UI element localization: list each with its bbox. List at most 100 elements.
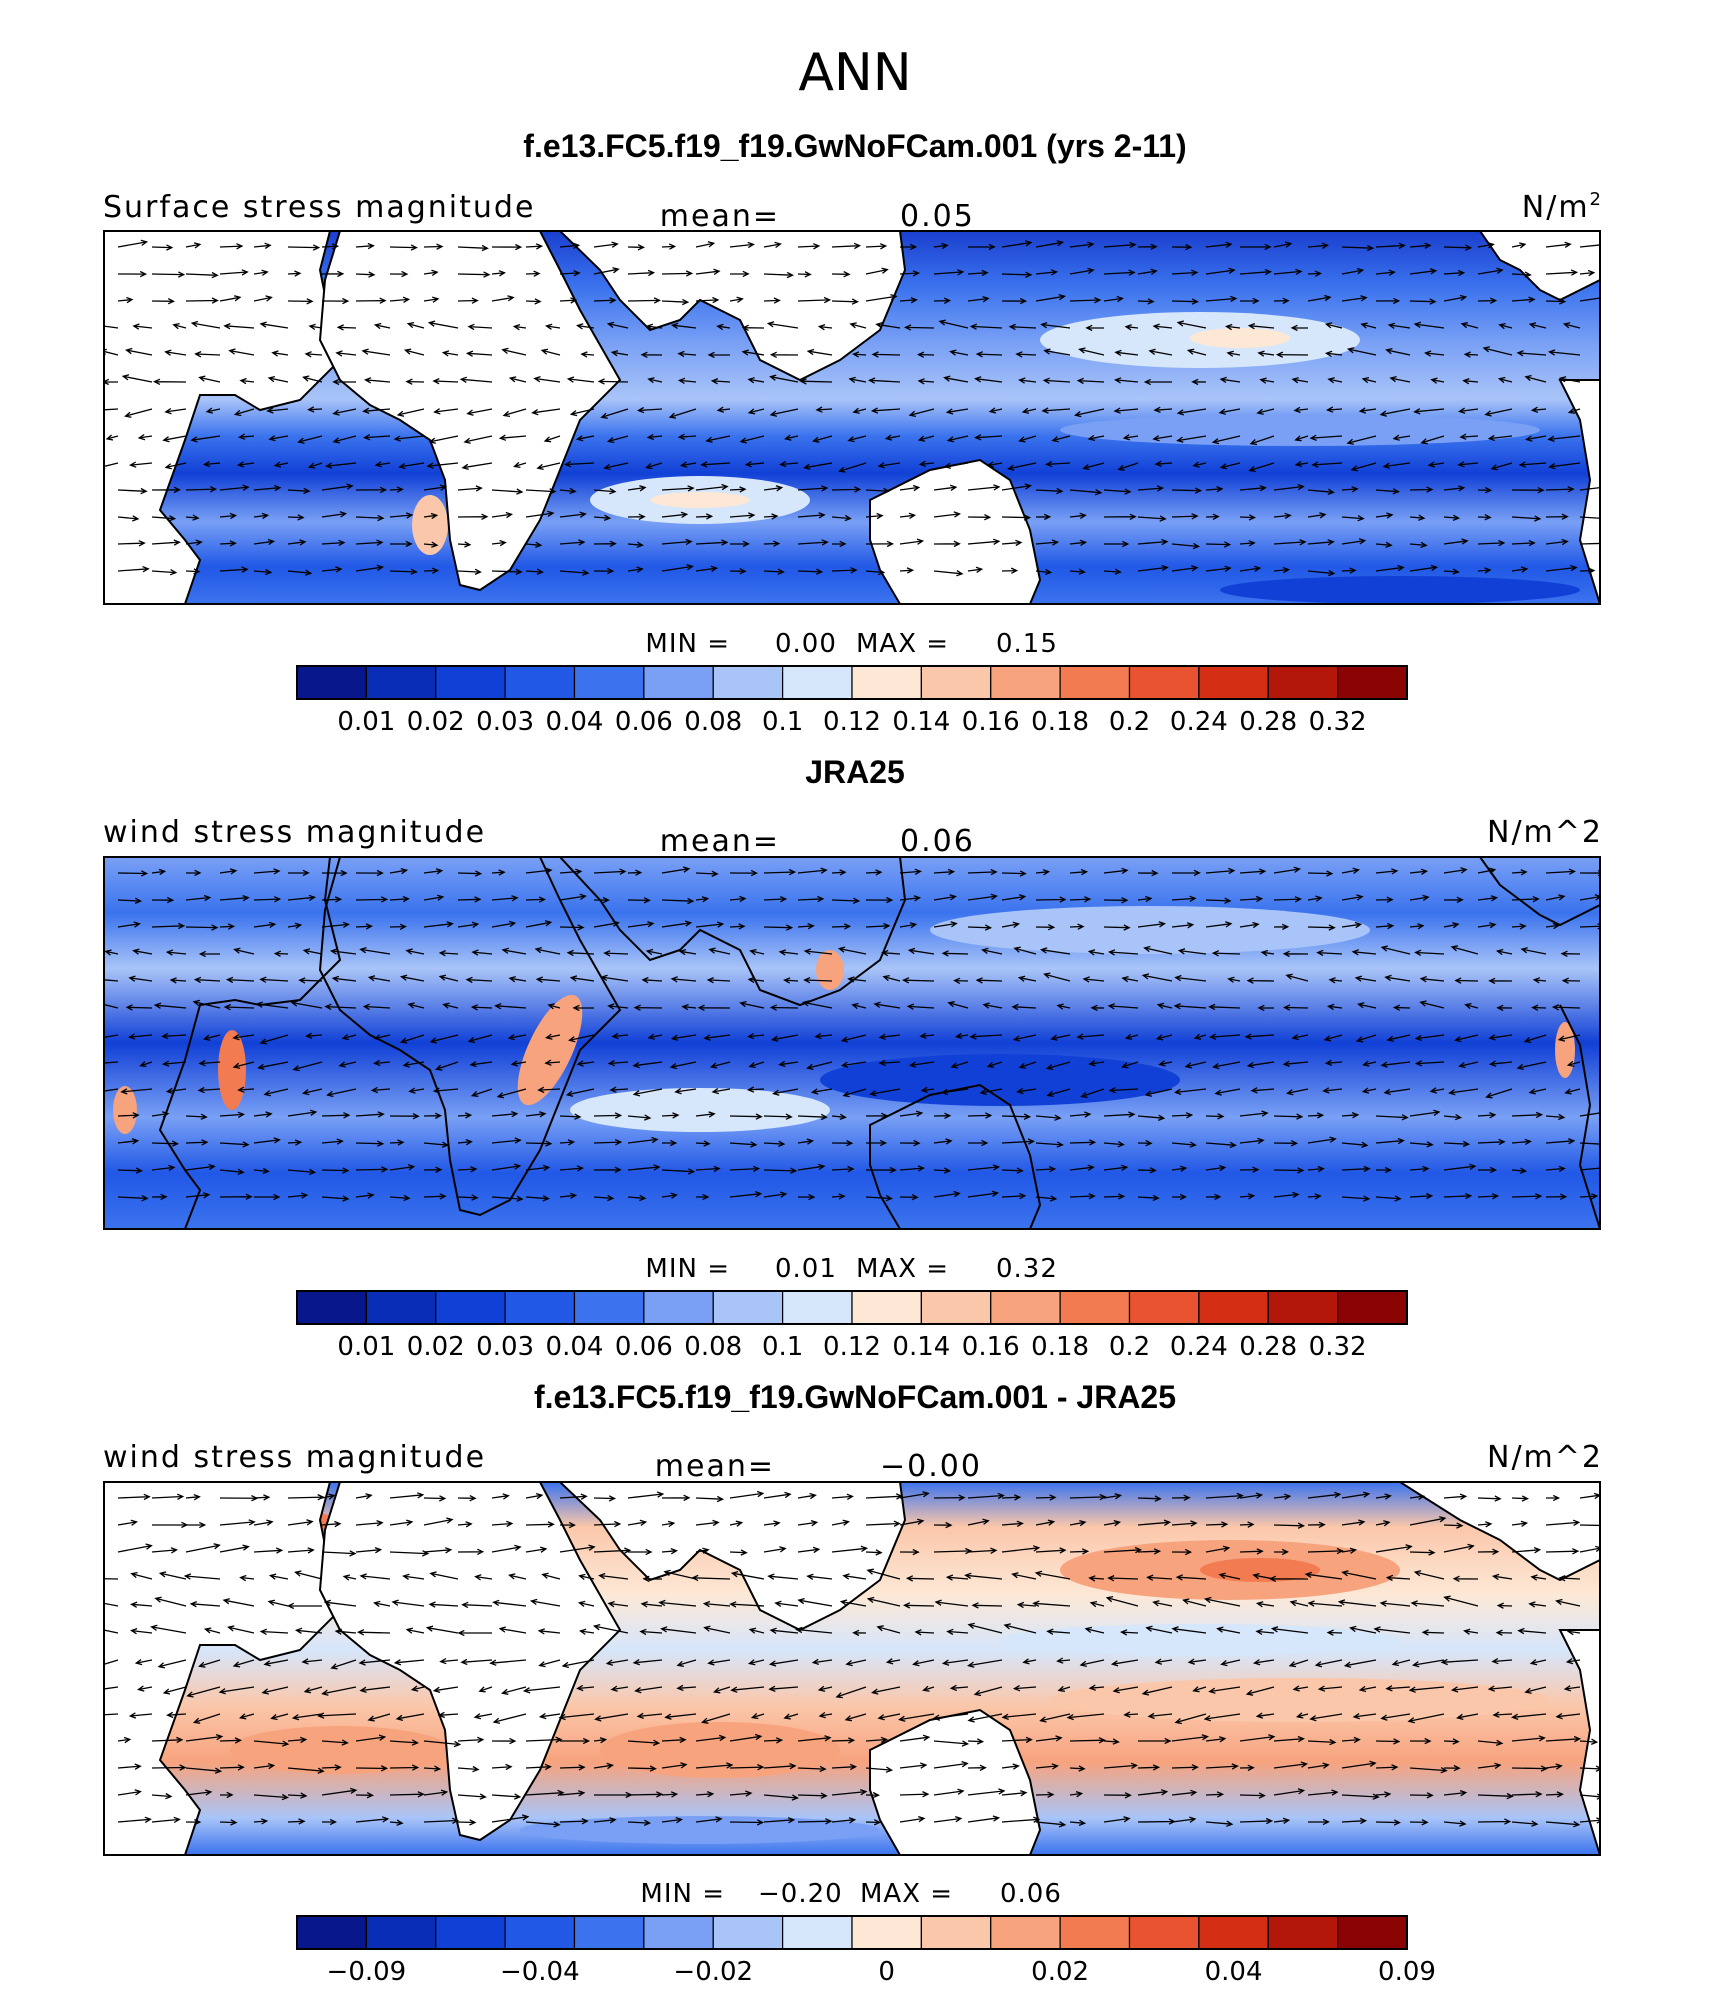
- stress-vector-arrow: [1545, 298, 1567, 305]
- stress-vector-arrow: [600, 974, 629, 982]
- colorbar-box: [851, 1290, 922, 1325]
- stress-vector-arrow: [1511, 1791, 1543, 1798]
- stress-vector-arrow: [1001, 894, 1027, 901]
- stress-vector-arrow: [744, 461, 765, 468]
- stress-vector-arrow: [117, 870, 149, 877]
- stress-vector-arrow: [332, 435, 357, 444]
- stress-vector-arrow: [1511, 566, 1529, 573]
- stress-vector-arrow: [253, 1111, 273, 1118]
- stress-vector-arrow: [1407, 1713, 1445, 1724]
- stress-vector-arrow: [358, 1659, 391, 1666]
- stress-vector-arrow: [508, 376, 527, 383]
- stress-vector-arrow: [457, 896, 482, 903]
- stress-vector-arrow: [321, 1112, 351, 1119]
- stress-vector-arrow: [763, 540, 781, 547]
- stress-vector-arrow: [797, 1765, 827, 1773]
- stress-vector-arrow: [747, 408, 765, 415]
- stress-vector-arrow: [695, 1519, 720, 1527]
- stress-vector-arrow: [566, 949, 595, 957]
- stress-vector-arrow: [1495, 948, 1513, 956]
- stress-vector-arrow: [1362, 1060, 1377, 1067]
- stress-vector-arrow: [1205, 1164, 1227, 1172]
- stress-vector-arrow: [933, 570, 964, 577]
- stress-vector-arrow: [797, 1818, 833, 1825]
- stress-vector-arrow: [831, 540, 847, 548]
- stress-vector-arrow: [748, 1061, 765, 1069]
- coast-australia: [869, 1083, 1042, 1229]
- stress-vector-arrow: [676, 1684, 697, 1692]
- stress-vector-arrow: [559, 1790, 586, 1797]
- colorbar: 0.01 0.02 0.03 0.04 0.06 0.08 0.1 0.12 0.14 0.16 0…: [296, 1290, 1408, 1362]
- stress-vector-arrow: [1485, 1088, 1513, 1099]
- stress-vector-arrow: [1105, 1595, 1139, 1607]
- stress-vector-arrow: [842, 1573, 867, 1580]
- stress-vector-arrow: [938, 319, 969, 329]
- stress-vector-arrow: [967, 868, 998, 876]
- stress-vector-arrow: [763, 513, 779, 520]
- stress-vector-arrow: [166, 1711, 187, 1719]
- stress-vector-arrow: [1389, 375, 1411, 383]
- stress-vector-arrow: [1309, 1713, 1343, 1722]
- stress-vector-arrow: [1143, 945, 1173, 955]
- stress-vector-arrow: [1443, 896, 1464, 904]
- stress-vector-arrow: [663, 1569, 697, 1580]
- stress-vector-arrow: [1087, 434, 1105, 442]
- stress-vector-arrow: [706, 977, 731, 984]
- colorbar-frame: [296, 1290, 1408, 1325]
- field-band-equatorial: [1060, 414, 1540, 446]
- stress-vector-arrow: [1001, 1113, 1032, 1120]
- stress-vector-arrow: [1107, 1003, 1139, 1010]
- stress-vector-arrow: [661, 1168, 696, 1175]
- stress-vector-arrow: [842, 1088, 867, 1098]
- stress-vector-arrow: [1487, 434, 1513, 442]
- stress-vector-arrow: [1001, 539, 1023, 547]
- stress-vector-arrow: [157, 1659, 187, 1669]
- stress-vector-arrow: [763, 1491, 792, 1499]
- stress-vector-arrow: [797, 1546, 821, 1554]
- stress-vector-arrow: [1375, 1195, 1402, 1202]
- stress-vector-arrow: [290, 1000, 323, 1009]
- stress-vector-arrow: [1239, 1817, 1274, 1825]
- stress-vector-arrow: [1545, 1113, 1566, 1121]
- stress-vector-arrow: [1307, 294, 1332, 302]
- stress-vector-arrow: [364, 377, 391, 384]
- stress-vector-arrow: [1293, 406, 1309, 414]
- stress-vector-arrow: [1545, 922, 1561, 930]
- colorbar-tick-label: 0.02: [1031, 1957, 1089, 1987]
- stress-vector-arrow: [219, 1141, 250, 1148]
- stress-vector-arrow: [460, 1658, 493, 1666]
- stress-vector-arrow: [1477, 1521, 1493, 1528]
- stress-vector-arrow: [1341, 1547, 1358, 1554]
- stress-vector-arrow: [559, 893, 587, 901]
- stress-vector-arrow: [525, 510, 555, 518]
- stress-vector-arrow: [287, 514, 305, 521]
- colorbar-tick-label: 0.03: [476, 707, 534, 737]
- stress-vector-arrow: [1460, 322, 1479, 329]
- stress-vector-arrow: [763, 1140, 786, 1147]
- stress-vector-arrow: [1205, 485, 1224, 493]
- stress-vector-arrow: [332, 378, 357, 386]
- stress-vector-arrow: [1545, 1791, 1565, 1798]
- stress-vector-arrow: [933, 1112, 952, 1119]
- stress-vector-arrow: [467, 323, 493, 331]
- stress-vector-arrow: [491, 539, 507, 547]
- stress-vector-arrow: [336, 324, 357, 331]
- stress-vector-arrow: [1205, 1545, 1231, 1553]
- stress-vector-arrow: [525, 920, 553, 928]
- stress-vector-arrow: [1341, 267, 1365, 275]
- stress-vector-arrow: [1273, 896, 1302, 903]
- stress-vector-arrow: [877, 1713, 901, 1721]
- stress-vector-arrow: [1273, 1761, 1308, 1769]
- stress-vector-arrow: [1307, 512, 1327, 519]
- stress-vector-arrow: [399, 1034, 425, 1044]
- stress-vector-arrow: [321, 1686, 357, 1696]
- stress-vector-arrow: [1035, 240, 1065, 248]
- stress-vector-arrow: [769, 1004, 799, 1011]
- stress-vector-arrow: [323, 1599, 357, 1607]
- stress-vector-arrow: [1273, 1113, 1304, 1120]
- stress-vector-arrow: [151, 1792, 173, 1800]
- stress-vector-arrow: [1192, 461, 1207, 468]
- stress-vector-arrow: [1192, 1686, 1207, 1693]
- stress-vector-arrow: [253, 868, 281, 875]
- stress-vector-arrow: [1440, 1658, 1479, 1666]
